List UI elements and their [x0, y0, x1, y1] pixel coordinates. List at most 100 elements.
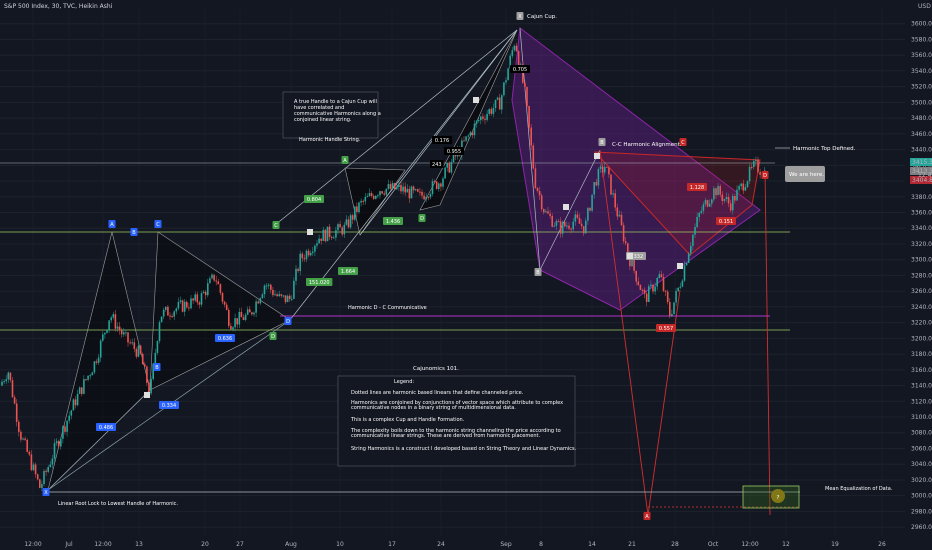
- candle-body: [249, 309, 251, 313]
- price-tick-label: 3160.0: [911, 367, 932, 374]
- candle-body: [221, 292, 224, 302]
- candle-body: [507, 68, 509, 81]
- mean-equalization-label: Mean Equalization of Data.: [825, 486, 893, 492]
- candle-body: [303, 258, 306, 260]
- candle-body: [477, 120, 480, 122]
- candle-body: [471, 132, 474, 136]
- mean-eq-box: [742, 485, 800, 509]
- candle-body: [217, 281, 220, 285]
- candle-body: [318, 238, 320, 244]
- candle-body: [324, 229, 327, 242]
- candle-body: [312, 251, 314, 253]
- candle-body: [713, 188, 715, 200]
- candle-body: [597, 168, 600, 186]
- root-lock-label: Linear Root Lock to Lowest Handle of Har…: [58, 501, 178, 507]
- candle-body: [608, 167, 610, 175]
- candle-body: [282, 295, 285, 297]
- price-tick-label: 3200.0: [911, 335, 932, 342]
- price-axis[interactable]: 3600.0 3580.0 3560.0 3540.0 3520.0 3500.0 3480…: [905, 0, 932, 550]
- candle-body: [74, 399, 77, 406]
- candle-body: [438, 183, 440, 189]
- ratio-243-bg: [430, 160, 444, 168]
- candle-body: [698, 212, 700, 217]
- candle-body: [165, 306, 167, 310]
- candle-body: [389, 184, 392, 189]
- candle-body: [748, 166, 751, 182]
- candle-body: [582, 226, 585, 234]
- label-a: A: [110, 222, 114, 228]
- ratio-0334-bg: [159, 401, 179, 409]
- harmonic-line: [289, 29, 518, 321]
- ratio-0705: 0.705: [513, 67, 527, 73]
- label-x: X: [44, 490, 48, 496]
- candle-body: [87, 375, 89, 380]
- candle-body: [337, 224, 339, 231]
- candle-body: [528, 105, 530, 128]
- candle-body: [288, 295, 291, 300]
- ratio-1436-bg: [383, 217, 403, 225]
- candle-body: [467, 135, 469, 137]
- candle-body: [603, 166, 606, 173]
- candle-body: [24, 438, 26, 440]
- candle-body: [387, 184, 390, 189]
- candle-body: [515, 45, 518, 52]
- candle-body: [335, 230, 337, 238]
- candle-body: [641, 289, 644, 291]
- time-tick-label: 19: [831, 541, 839, 548]
- candle-body: [530, 127, 532, 146]
- candle-body: [440, 183, 442, 187]
- candle-body: [360, 200, 362, 203]
- candle-body: [3, 381, 5, 383]
- price-tick-label: 3260.0: [911, 288, 932, 295]
- candle-body: [643, 289, 646, 294]
- time-axis[interactable]: 12:00 Jul 12:00 13 20 27 Aug 10 17 24 Sep 8 14 21 28 Oc…: [24, 541, 886, 548]
- candle-body: [253, 312, 255, 315]
- candle-body: [364, 196, 367, 202]
- ratio-151020: 151.020: [309, 280, 330, 286]
- candle-body: [631, 259, 633, 267]
- candle-body: [425, 197, 427, 200]
- candle-body: [729, 203, 732, 211]
- candle-body: [276, 294, 278, 297]
- candle-body: [696, 216, 698, 227]
- candle-body: [177, 302, 180, 309]
- we-are-here-label: We are here.: [789, 172, 824, 178]
- candle-body: [536, 187, 539, 192]
- label-a-green: A: [343, 158, 347, 164]
- candle-body: [490, 109, 493, 114]
- candle-body: [711, 199, 713, 204]
- candle-body: [648, 286, 650, 302]
- candle-body: [746, 181, 749, 187]
- candle-body: [656, 278, 658, 287]
- candle-body: [475, 120, 478, 124]
- candle-body: [152, 363, 154, 379]
- candle-body: [110, 317, 112, 321]
- candle-body: [612, 193, 614, 195]
- candle-body: [400, 184, 402, 192]
- d-c-communicative-label: Harmonic D - C Communicative: [348, 305, 427, 311]
- candle-body: [660, 274, 663, 278]
- candle-body: [299, 253, 301, 272]
- candle-body: [148, 382, 150, 394]
- price-tick-label: 2980.0: [911, 508, 932, 515]
- label-d: D: [286, 319, 290, 325]
- candle-body: [553, 225, 556, 227]
- candle-body: [488, 109, 490, 114]
- candle-body: [404, 186, 406, 193]
- candle-body: [671, 313, 673, 316]
- ratio-0334: 0.334: [162, 403, 176, 409]
- ratio-1664-bg: [338, 267, 358, 275]
- label-b-bg: [130, 228, 138, 236]
- candle-body: [383, 193, 385, 195]
- time-tick-label: 24: [437, 541, 445, 548]
- candle-body: [53, 443, 56, 459]
- candle-body: [385, 188, 388, 195]
- candle-body: [494, 99, 497, 109]
- candle-body: [446, 163, 448, 168]
- candle-body: [41, 484, 43, 488]
- candle-body: [133, 342, 136, 349]
- candle-body: [97, 357, 100, 363]
- candle-body: [742, 183, 745, 191]
- candle-body: [574, 214, 577, 222]
